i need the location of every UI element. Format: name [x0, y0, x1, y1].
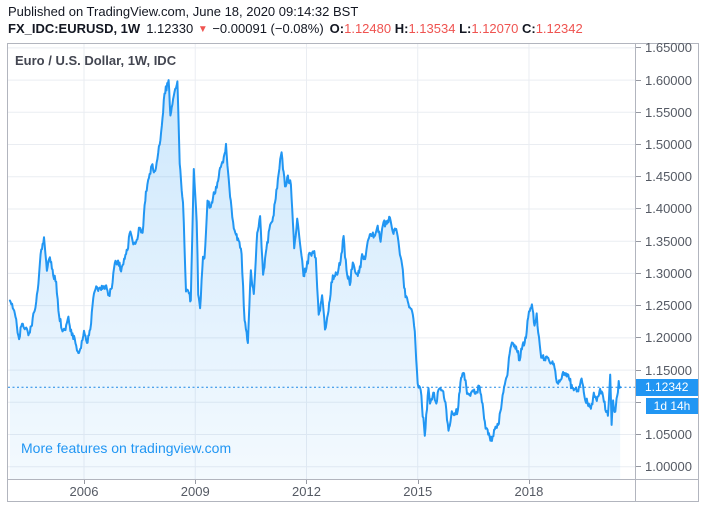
time-axis-tick — [84, 480, 85, 484]
price-axis-label: 1.50000 — [636, 137, 692, 153]
price-axis-tick — [636, 208, 641, 210]
price-axis-label: 1.45000 — [636, 169, 692, 185]
time-axis-tick — [528, 480, 530, 484]
open-label: O: — [329, 21, 345, 36]
high-label: H: — [394, 21, 409, 36]
price-axis-divider — [635, 44, 636, 501]
price-axis-tick — [636, 466, 641, 468]
time-axis-tick — [417, 480, 419, 484]
price-axis-label: 1.35000 — [636, 233, 692, 249]
price-axis-tick — [636, 434, 641, 436]
symbol-name: FX_IDC:EURUSD, 1W — [8, 21, 141, 36]
price-axis-label: 1.20000 — [636, 330, 692, 346]
close-value: 1.12342 — [535, 21, 583, 36]
price-axis-label: 1.40000 — [636, 201, 692, 217]
time-axis-label: 2012 — [292, 484, 321, 499]
price-area-chart — [8, 44, 635, 479]
last-price: 1.12330 — [146, 21, 194, 36]
price-axis-label: 1.65000 — [636, 40, 692, 56]
tradingview-features-link[interactable]: More features on tradingview.com — [21, 440, 232, 456]
close-label: C: — [521, 21, 536, 36]
time-axis-tick — [195, 480, 197, 484]
symbol-status-line: FX_IDC:EURUSD, 1W 1.12330 ▼ −0.00091 (−0.… — [8, 21, 583, 38]
time-axis[interactable]: 2006 2009 2012 2015 2018 — [8, 480, 635, 501]
high-value: 1.13534 — [408, 21, 456, 36]
price-axis-tick — [636, 144, 641, 146]
price-change: −0.00091 (−0.08%) — [212, 21, 324, 36]
price-axis-tick — [636, 369, 641, 371]
last-price-badge: 1.12342 — [636, 379, 698, 397]
price-axis-label: 1.55000 — [636, 104, 692, 120]
low-value: 1.12070 — [471, 21, 519, 36]
price-axis-tick — [636, 240, 641, 242]
price-axis-tick — [636, 47, 641, 49]
triangle-down-icon: ▼ — [197, 24, 208, 35]
low-label: L: — [459, 21, 472, 36]
price-axis-tick — [636, 401, 641, 403]
time-axis-tick — [306, 480, 308, 484]
time-axis-label: 2006 — [69, 484, 99, 499]
price-axis-label: 1.05000 — [636, 427, 692, 443]
time-axis-label: 2009 — [180, 484, 210, 499]
price-axis-tick — [636, 272, 641, 274]
price-axis-tick — [636, 305, 641, 307]
price-axis-label: 1.25000 — [636, 298, 692, 314]
price-axis-tick — [636, 176, 641, 178]
price-axis-label: 1.30000 — [636, 265, 692, 281]
published-line: Published on TradingView.com, June 18, 2… — [8, 4, 359, 19]
time-axis-label: 2018 — [514, 484, 544, 499]
price-axis-tick — [636, 337, 641, 339]
price-axis-tick — [636, 79, 641, 81]
chart-header: Published on TradingView.com, June 18, 2… — [8, 4, 583, 38]
chart-frame: Euro / U.S. Dollar, 1W, IDC More feature… — [7, 40, 699, 502]
time-axis-divider — [8, 479, 698, 480]
time-axis-label: 2015 — [403, 484, 433, 499]
bar-countdown-badge: 1d 14h — [646, 398, 698, 415]
chart-plot-area[interactable]: Euro / U.S. Dollar, 1W, IDC More feature… — [8, 44, 635, 479]
price-axis-label: 1.00000 — [636, 459, 692, 475]
open-value: 1.12480 — [344, 21, 392, 36]
price-axis[interactable]: 1.000001.050001.100001.150001.200001.250… — [636, 40, 698, 479]
price-axis-label: 1.15000 — [636, 362, 692, 378]
price-axis-label: 1.60000 — [636, 72, 692, 88]
chart-legend-title: Euro / U.S. Dollar, 1W, IDC — [15, 53, 177, 68]
price-axis-tick — [636, 111, 641, 113]
